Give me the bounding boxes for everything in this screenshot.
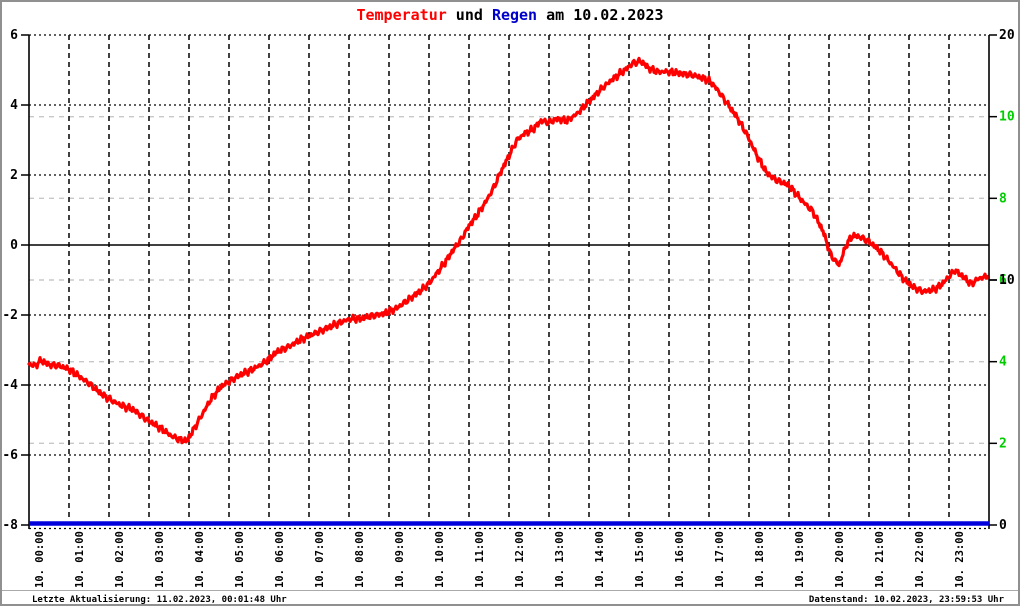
chart-title-regen: Regen bbox=[491, 6, 538, 24]
x-axis-label: 10. 14:00 bbox=[594, 531, 606, 588]
y-axis-right-green-label: 4 bbox=[999, 355, 1007, 370]
y-axis-left-label: 0 bbox=[10, 238, 18, 253]
data-state-text: Datenstand: 10.02.2023, 23:59:53 Uhr bbox=[808, 595, 1004, 605]
chart-title-und: und bbox=[446, 6, 492, 24]
x-axis-label: 10. 10:00 bbox=[434, 531, 446, 588]
x-axis-label: 10. 16:00 bbox=[674, 531, 686, 588]
x-axis-label: 10. 18:00 bbox=[754, 531, 766, 588]
y-axis-left-label: -6 bbox=[2, 448, 18, 463]
x-axis-label: 10. 12:00 bbox=[514, 531, 526, 588]
y-axis-left-label: -2 bbox=[2, 308, 18, 323]
y-axis-left-label: 2 bbox=[10, 168, 18, 183]
y-axis-right-black-label: 0 bbox=[999, 518, 1007, 533]
temperature-line bbox=[27, 56, 989, 445]
x-axis-label: 10. 03:00 bbox=[154, 531, 166, 588]
x-axis-label: 10. 15:00 bbox=[634, 531, 646, 588]
x-axis-label: 10. 08:00 bbox=[354, 531, 366, 588]
x-axis-label: 10. 21:00 bbox=[874, 531, 886, 588]
chart-title-date: am 10.02.2023 bbox=[537, 6, 664, 24]
x-axis-label: 10. 06:00 bbox=[274, 531, 286, 588]
y-axis-left-label: -8 bbox=[2, 518, 18, 533]
x-axis-label: 10. 05:00 bbox=[234, 531, 246, 588]
x-axis-label: 10. 20:00 bbox=[834, 531, 846, 588]
y-axis-left-label: 4 bbox=[10, 98, 18, 113]
x-axis-label: 10. 23:00 bbox=[954, 531, 966, 588]
y-axis-right-green-label: 10 bbox=[999, 110, 1015, 125]
x-axis-label: 10. 11:00 bbox=[474, 531, 486, 588]
y-axis-right-black-label: 20 bbox=[999, 28, 1015, 43]
y-axis-left-label: -4 bbox=[2, 378, 18, 393]
x-axis-label: 10. 19:00 bbox=[794, 531, 806, 588]
chart-title-temperatur: Temperatur bbox=[356, 6, 447, 24]
y-axis-left-label: 6 bbox=[10, 28, 18, 43]
x-axis-label: 10. 17:00 bbox=[714, 531, 726, 588]
chart-title: Temperatur und Regen am 10.02.2023 bbox=[2, 6, 1018, 24]
x-axis-label: 10. 00:00 bbox=[34, 531, 46, 588]
x-axis-label: 10. 02:00 bbox=[114, 531, 126, 588]
x-axis-label: 10. 04:00 bbox=[194, 531, 206, 588]
x-axis-label: 10. 13:00 bbox=[554, 531, 566, 588]
last-update-text: Letzte Aktualisierung: 11.02.2023, 00:01… bbox=[32, 595, 287, 605]
y-axis-right-green-label: 8 bbox=[999, 191, 1007, 206]
x-axis-label: 10. 09:00 bbox=[394, 531, 406, 588]
x-axis-label: 10. 07:00 bbox=[314, 531, 326, 588]
y-axis-right-green-label: 6 bbox=[999, 273, 1007, 288]
footer-separator bbox=[2, 590, 1018, 591]
y-axis-right-black-label: 10 bbox=[999, 273, 1015, 288]
x-axis-label: 10. 01:00 bbox=[74, 531, 86, 588]
x-axis-label: 10. 22:00 bbox=[914, 531, 926, 588]
y-axis-right-green-label: 2 bbox=[999, 436, 1007, 451]
